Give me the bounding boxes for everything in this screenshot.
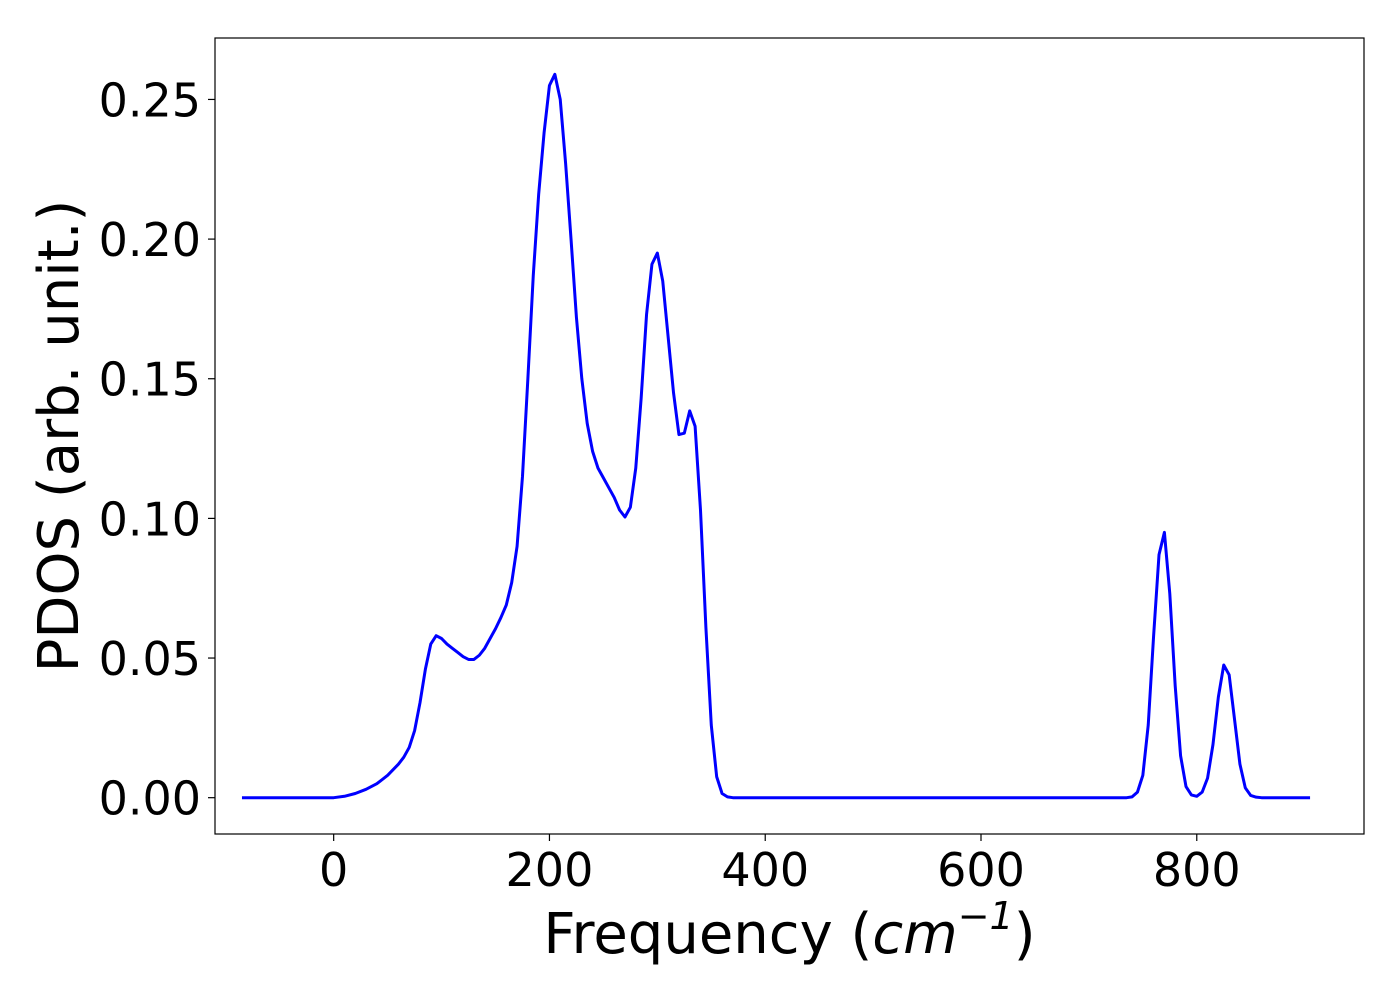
axes-frame: [214, 37, 1365, 835]
y-tick-label: 0.20: [99, 213, 201, 267]
x-tick-label: 400: [721, 843, 809, 897]
x-axis-label: Frequency (cm−1): [543, 894, 1035, 967]
x-tick-label: 800: [1153, 843, 1241, 897]
plot-area: [241, 72, 1311, 800]
y-axis-ticks: 0.00 0.05 0.10 0.15 0.20 0.25: [99, 73, 215, 826]
x-axis-ticks: 0 200 400 600 800: [319, 834, 1241, 897]
x-tick-label: 600: [937, 843, 1025, 897]
y-axis-label: PDOS (arb. unit.): [27, 200, 92, 673]
x-tick-label: 200: [506, 843, 594, 897]
pdos-series-line: [241, 72, 1311, 800]
y-tick-label: 0.10: [99, 492, 201, 546]
y-tick-label: 0.15: [99, 353, 201, 407]
x-tick-label: 0: [319, 843, 348, 897]
y-tick-label: 0.00: [99, 772, 201, 826]
y-tick-label: 0.05: [99, 632, 201, 686]
y-tick-label: 0.25: [99, 73, 201, 127]
